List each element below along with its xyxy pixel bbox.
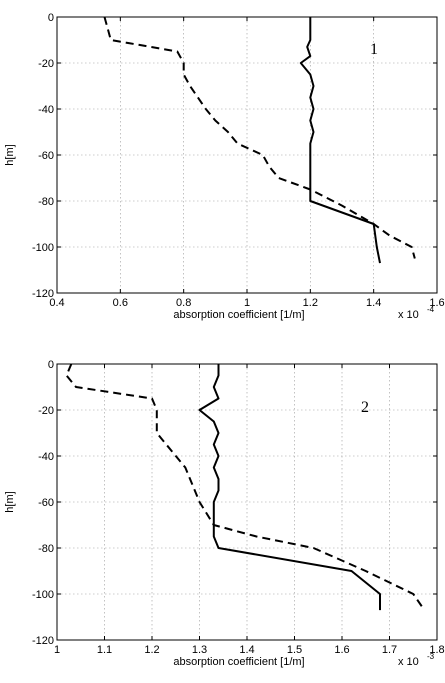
y-axis-label: h[m] xyxy=(4,491,16,512)
x-tick-label: 1.4 xyxy=(366,297,381,309)
y-tick-label: -120 xyxy=(32,288,54,300)
x-multiplier-base: x 10 xyxy=(398,309,419,321)
y-tick-label: -80 xyxy=(38,543,54,555)
x-tick-label: 1.5 xyxy=(287,644,302,656)
y-tick-label: -40 xyxy=(38,104,54,116)
y-tick-label: -20 xyxy=(38,405,54,417)
y-tick-label: 0 xyxy=(48,359,54,371)
x-tick-label: 1.8 xyxy=(429,644,444,656)
x-axis-label: absorption coefficient [1/m] xyxy=(173,656,304,668)
y-axis-label: h[m] xyxy=(4,144,16,165)
plot-frame xyxy=(56,363,438,641)
chart-panel-1: 0.4 0.6 0.8 1 1.2 1.4 1.6 0 -20 -40 -60 -80 -100 -120… xyxy=(4,12,445,321)
y-tick-label: -100 xyxy=(32,242,54,254)
chart-panel-2: 1 1.1 1.2 1.3 1.4 1.5 1.6 1.7 1.8 0 -20 -40 -60 -80 -1… xyxy=(4,359,445,668)
x-multiplier-exponent: -3 xyxy=(427,652,435,661)
x-tick-label: 1.1 xyxy=(97,644,112,656)
x-tick-label: 0.8 xyxy=(176,297,191,309)
x-tick-label: 0.4 xyxy=(49,297,64,309)
x-tick-label: 1 xyxy=(54,644,60,656)
panel-label: 1 xyxy=(370,41,378,58)
series-line-solid xyxy=(299,17,381,264)
x-tick-label: 1 xyxy=(244,297,250,309)
y-tick-label: -120 xyxy=(32,635,54,647)
x-tick-label: 1.4 xyxy=(239,644,254,656)
x-multiplier-exponent: -4 xyxy=(427,305,435,314)
y-tick-label: -100 xyxy=(32,589,54,601)
y-tick-label: -40 xyxy=(38,451,54,463)
x-tick-label: 0.6 xyxy=(113,297,128,309)
x-axis-label: absorption coefficient [1/m] xyxy=(173,309,304,321)
x-tick-label: 1.2 xyxy=(303,297,318,309)
y-tick-label: -20 xyxy=(38,58,54,70)
x-multiplier-base: x 10 xyxy=(398,656,419,668)
y-tick-label: -60 xyxy=(38,150,54,162)
x-tick-label: 1.3 xyxy=(192,644,207,656)
plot-frame xyxy=(56,16,438,294)
x-tick-label: 1.6 xyxy=(429,297,444,309)
series-line-dashed xyxy=(65,363,424,609)
x-tick-label: 1.2 xyxy=(144,644,159,656)
x-tick-label: 1.6 xyxy=(334,644,349,656)
series-line-dashed xyxy=(103,16,416,259)
y-tick-label: -60 xyxy=(38,497,54,509)
panel-label: 2 xyxy=(361,399,369,416)
y-tick-label: -80 xyxy=(38,196,54,208)
series-line-solid xyxy=(198,364,381,611)
x-tick-label: 1.7 xyxy=(382,644,397,656)
y-tick-label: 0 xyxy=(48,12,54,24)
